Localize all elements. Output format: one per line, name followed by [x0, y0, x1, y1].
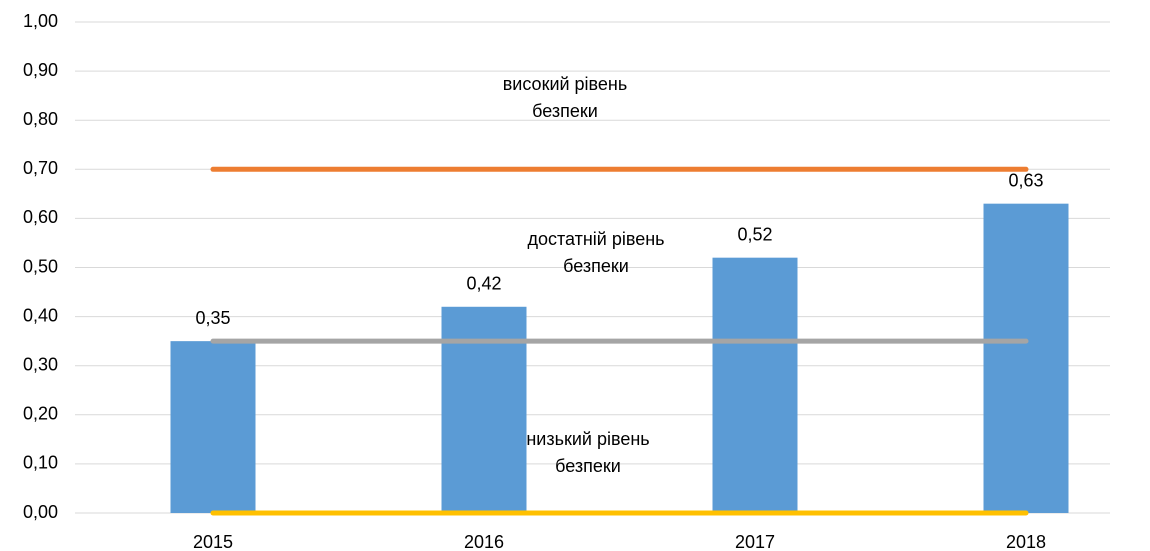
y-tick-label: 1,00 — [23, 11, 58, 31]
x-tick-label: 2018 — [1006, 532, 1046, 551]
x-tick-label: 2016 — [464, 532, 504, 551]
value-label: 0,35 — [195, 308, 230, 328]
y-tick-label: 0,20 — [23, 404, 58, 424]
annotation: безпеки — [563, 256, 629, 276]
y-tick-label: 0,70 — [23, 158, 58, 178]
y-tick-label: 0,00 — [23, 502, 58, 522]
annotation: безпеки — [532, 101, 598, 121]
y-tick-label: 0,10 — [23, 453, 58, 473]
annotation: безпеки — [555, 456, 621, 476]
x-tick-label: 2015 — [193, 532, 233, 551]
bar — [441, 306, 527, 513]
value-label: 0,63 — [1008, 170, 1043, 190]
bar — [983, 203, 1069, 514]
x-tick-label: 2017 — [735, 532, 775, 551]
annotation: достатній рівень — [527, 229, 664, 249]
annotation: низький рівень — [526, 429, 649, 449]
value-label: 0,52 — [737, 224, 772, 244]
y-tick-label: 0,30 — [23, 354, 58, 374]
value-label: 0,42 — [466, 274, 501, 294]
y-tick-label: 0,90 — [23, 60, 58, 80]
y-tick-label: 0,50 — [23, 256, 58, 276]
bar — [712, 257, 798, 513]
y-tick-label: 0,80 — [23, 109, 58, 129]
annotation: високий рівень — [503, 74, 628, 94]
bar — [170, 341, 256, 513]
y-tick-label: 0,60 — [23, 207, 58, 227]
y-tick-label: 0,40 — [23, 305, 58, 325]
